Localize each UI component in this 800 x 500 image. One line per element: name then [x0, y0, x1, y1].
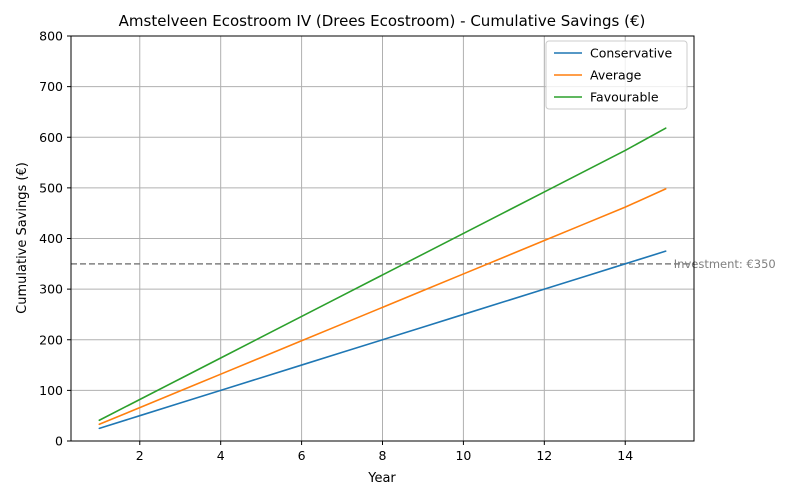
x-tick-label: 2: [136, 448, 144, 463]
series-line-average: [98, 188, 667, 426]
x-tick-label: 8: [379, 448, 387, 463]
x-tick-label: 14: [617, 448, 633, 463]
x-tick-label: 4: [217, 448, 225, 463]
y-tick-label: 800: [39, 29, 63, 44]
y-tick-label: 100: [39, 383, 63, 398]
x-tick-label: 10: [455, 448, 471, 463]
y-tick-label: 200: [39, 332, 63, 347]
y-tick-label: 300: [39, 282, 63, 297]
legend-label-average: Average: [590, 68, 642, 83]
x-tick-label: 6: [298, 448, 306, 463]
x-axis-title: Year: [367, 471, 396, 486]
chart-title: Amstelveen Ecostroom IV (Drees Ecostroom…: [119, 12, 646, 30]
reference-line-label: Investment: €350: [674, 257, 776, 271]
x-tick-label: 12: [536, 448, 552, 463]
legend-label-favourable: Favourable: [590, 90, 659, 105]
y-tick-label: 0: [55, 434, 63, 449]
legend-label-conservative: Conservative: [590, 46, 672, 61]
y-tick-label: 400: [39, 231, 63, 246]
y-tick-label: 600: [39, 130, 63, 145]
y-tick-label: 700: [39, 79, 63, 94]
legend: Conservative Average Favourable: [545, 40, 688, 110]
axis-ticks: 2 4 6 8 10 12 14 0 100 200 300 400 500 600 700 800: [39, 29, 633, 464]
y-axis-title: Cumulative Savings (€): [15, 162, 30, 314]
series-line-favourable: [98, 127, 667, 422]
series-group: [98, 127, 667, 430]
y-tick-label: 500: [39, 180, 63, 195]
legend-frame: [545, 40, 688, 110]
series-line-conservative: [98, 250, 667, 430]
